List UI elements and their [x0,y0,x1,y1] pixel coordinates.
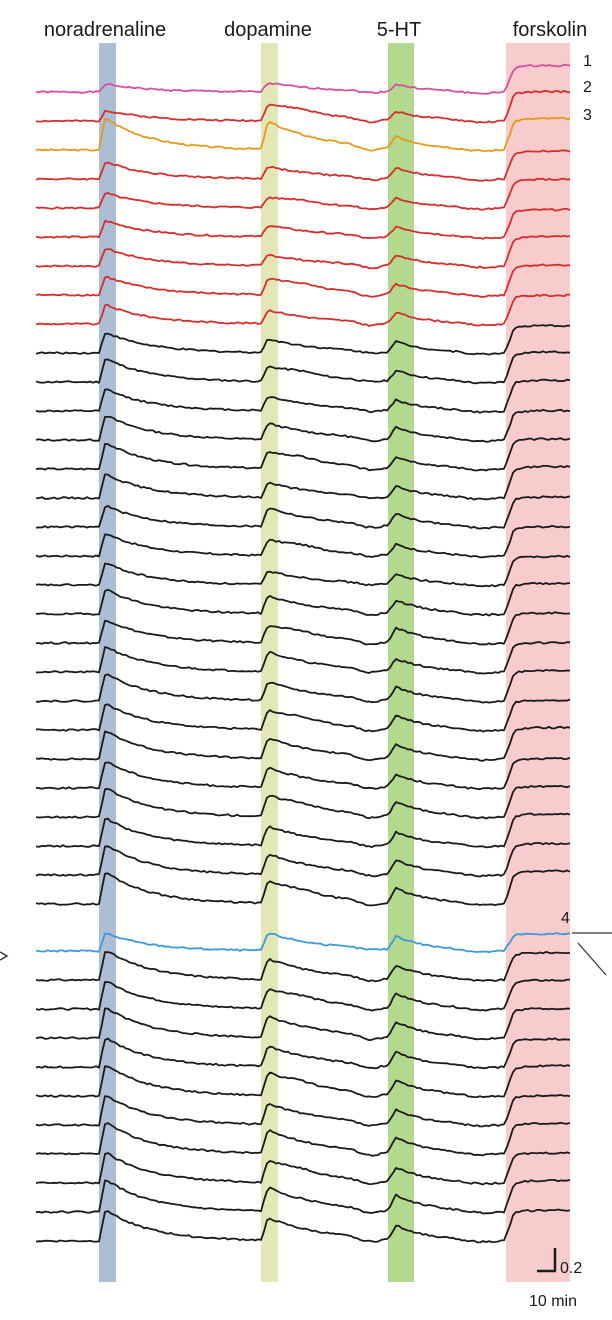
trace-15 [35,465,571,501]
trace-10 [35,324,571,356]
trace-23 [35,698,571,733]
trace-6 [35,208,571,240]
trace-36 [35,1094,571,1128]
trace-34 [35,1037,571,1070]
trace-26 [35,784,571,820]
trace-22 [35,669,571,704]
stimulus-label-noradrenaline: noradrenaline [44,19,166,41]
trace-40 [35,1208,571,1244]
trace-11 [35,350,571,385]
trace-14 [35,437,571,472]
scale-bar-x-label: 10 min [529,1293,577,1310]
trace-13 [35,408,571,443]
band-noradrenaline [99,43,116,1282]
trace-30 [35,932,571,954]
trace-2 [35,90,571,124]
trace-12 [35,378,571,414]
trace-group [35,63,571,1244]
trace-9 [35,293,570,327]
trace-1 [35,63,571,95]
trace-37 [35,1121,571,1157]
trace-32 [35,978,570,1012]
trace-33 [35,1007,571,1041]
trace-24 [35,725,571,762]
trace-17 [35,525,571,559]
trace-number-4: 4 [561,910,570,927]
trace-39 [35,1179,571,1215]
trace-number-2: 2 [583,79,592,96]
label-group: noradrenaline dopamine 5-HT forskolin 1 … [0,19,612,1310]
trace-8 [35,263,571,298]
trace-31 [35,951,571,983]
scale-bar: 0.2 10 min [529,1248,582,1310]
left-arrow-marker [0,951,9,961]
trace-35 [35,1064,571,1098]
band-dopamine [261,43,278,1282]
trace-number-3: 3 [583,107,592,124]
stimulus-label-5ht: 5-HT [377,19,421,41]
trace-27 [35,812,571,849]
trace-29 [35,869,571,907]
trace4-callout-diagonal [577,942,607,976]
trace-number-1: 1 [583,53,592,70]
trace-16 [35,495,571,530]
trace-19 [35,581,571,617]
trace-7 [35,235,571,270]
trace-25 [35,756,571,791]
scale-bar-y-label: 0.2 [560,1260,582,1277]
trace-3 [35,116,571,153]
trace-21 [36,641,571,675]
trace-5 [35,177,571,211]
trace-4 [35,149,571,182]
stimulus-label-forskolin: forskolin [513,19,587,41]
trace-18 [35,554,571,588]
trace-28 [35,842,571,878]
stimulus-label-dopamine: dopamine [224,19,312,41]
stimulus-bands [99,43,570,1282]
trace-20 [36,611,571,646]
trace-38 [35,1151,571,1186]
band-forskolin [506,43,570,1282]
